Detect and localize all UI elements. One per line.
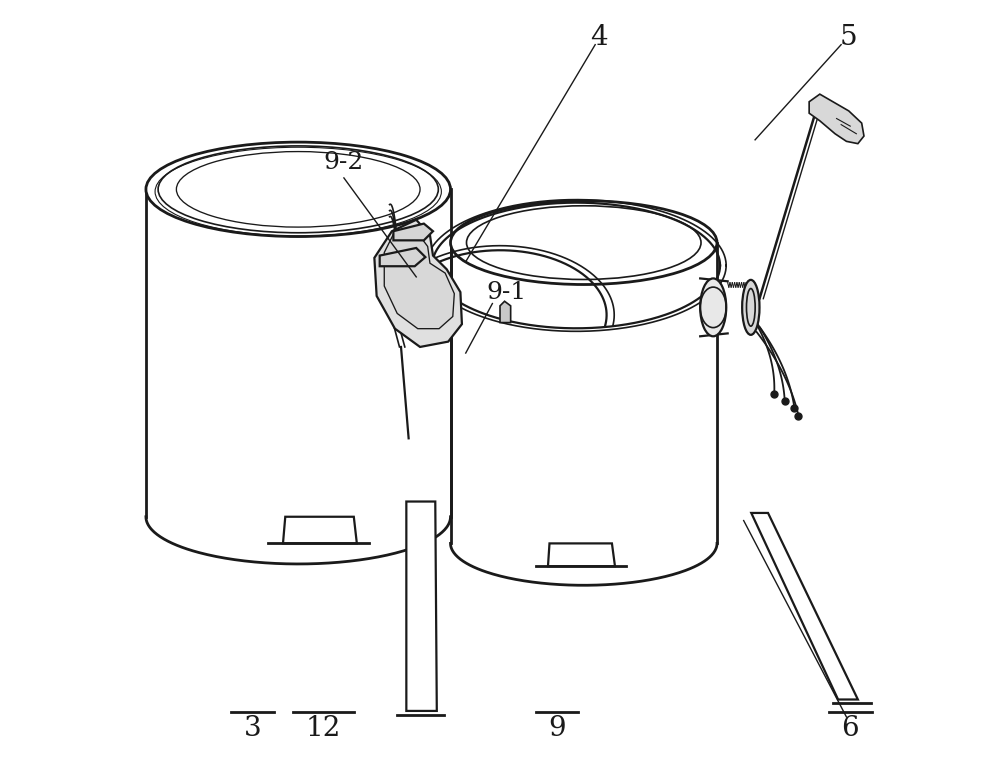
Text: 9: 9 [548,715,566,742]
Text: 5: 5 [840,24,858,51]
Polygon shape [380,248,425,266]
Polygon shape [283,517,357,543]
Polygon shape [384,231,454,329]
Ellipse shape [451,201,717,285]
Polygon shape [500,301,511,323]
Ellipse shape [700,278,726,336]
Ellipse shape [742,280,760,335]
Polygon shape [393,224,433,240]
Polygon shape [751,513,858,700]
Text: 12: 12 [306,715,341,742]
Polygon shape [809,94,864,143]
Text: 4: 4 [590,24,608,51]
Text: 9-2: 9-2 [324,151,364,174]
Ellipse shape [146,142,451,236]
Polygon shape [374,220,462,347]
Polygon shape [406,502,437,711]
Text: 6: 6 [841,715,859,742]
Text: 3: 3 [244,715,261,742]
Polygon shape [548,543,615,566]
Text: 9-1: 9-1 [486,281,526,304]
